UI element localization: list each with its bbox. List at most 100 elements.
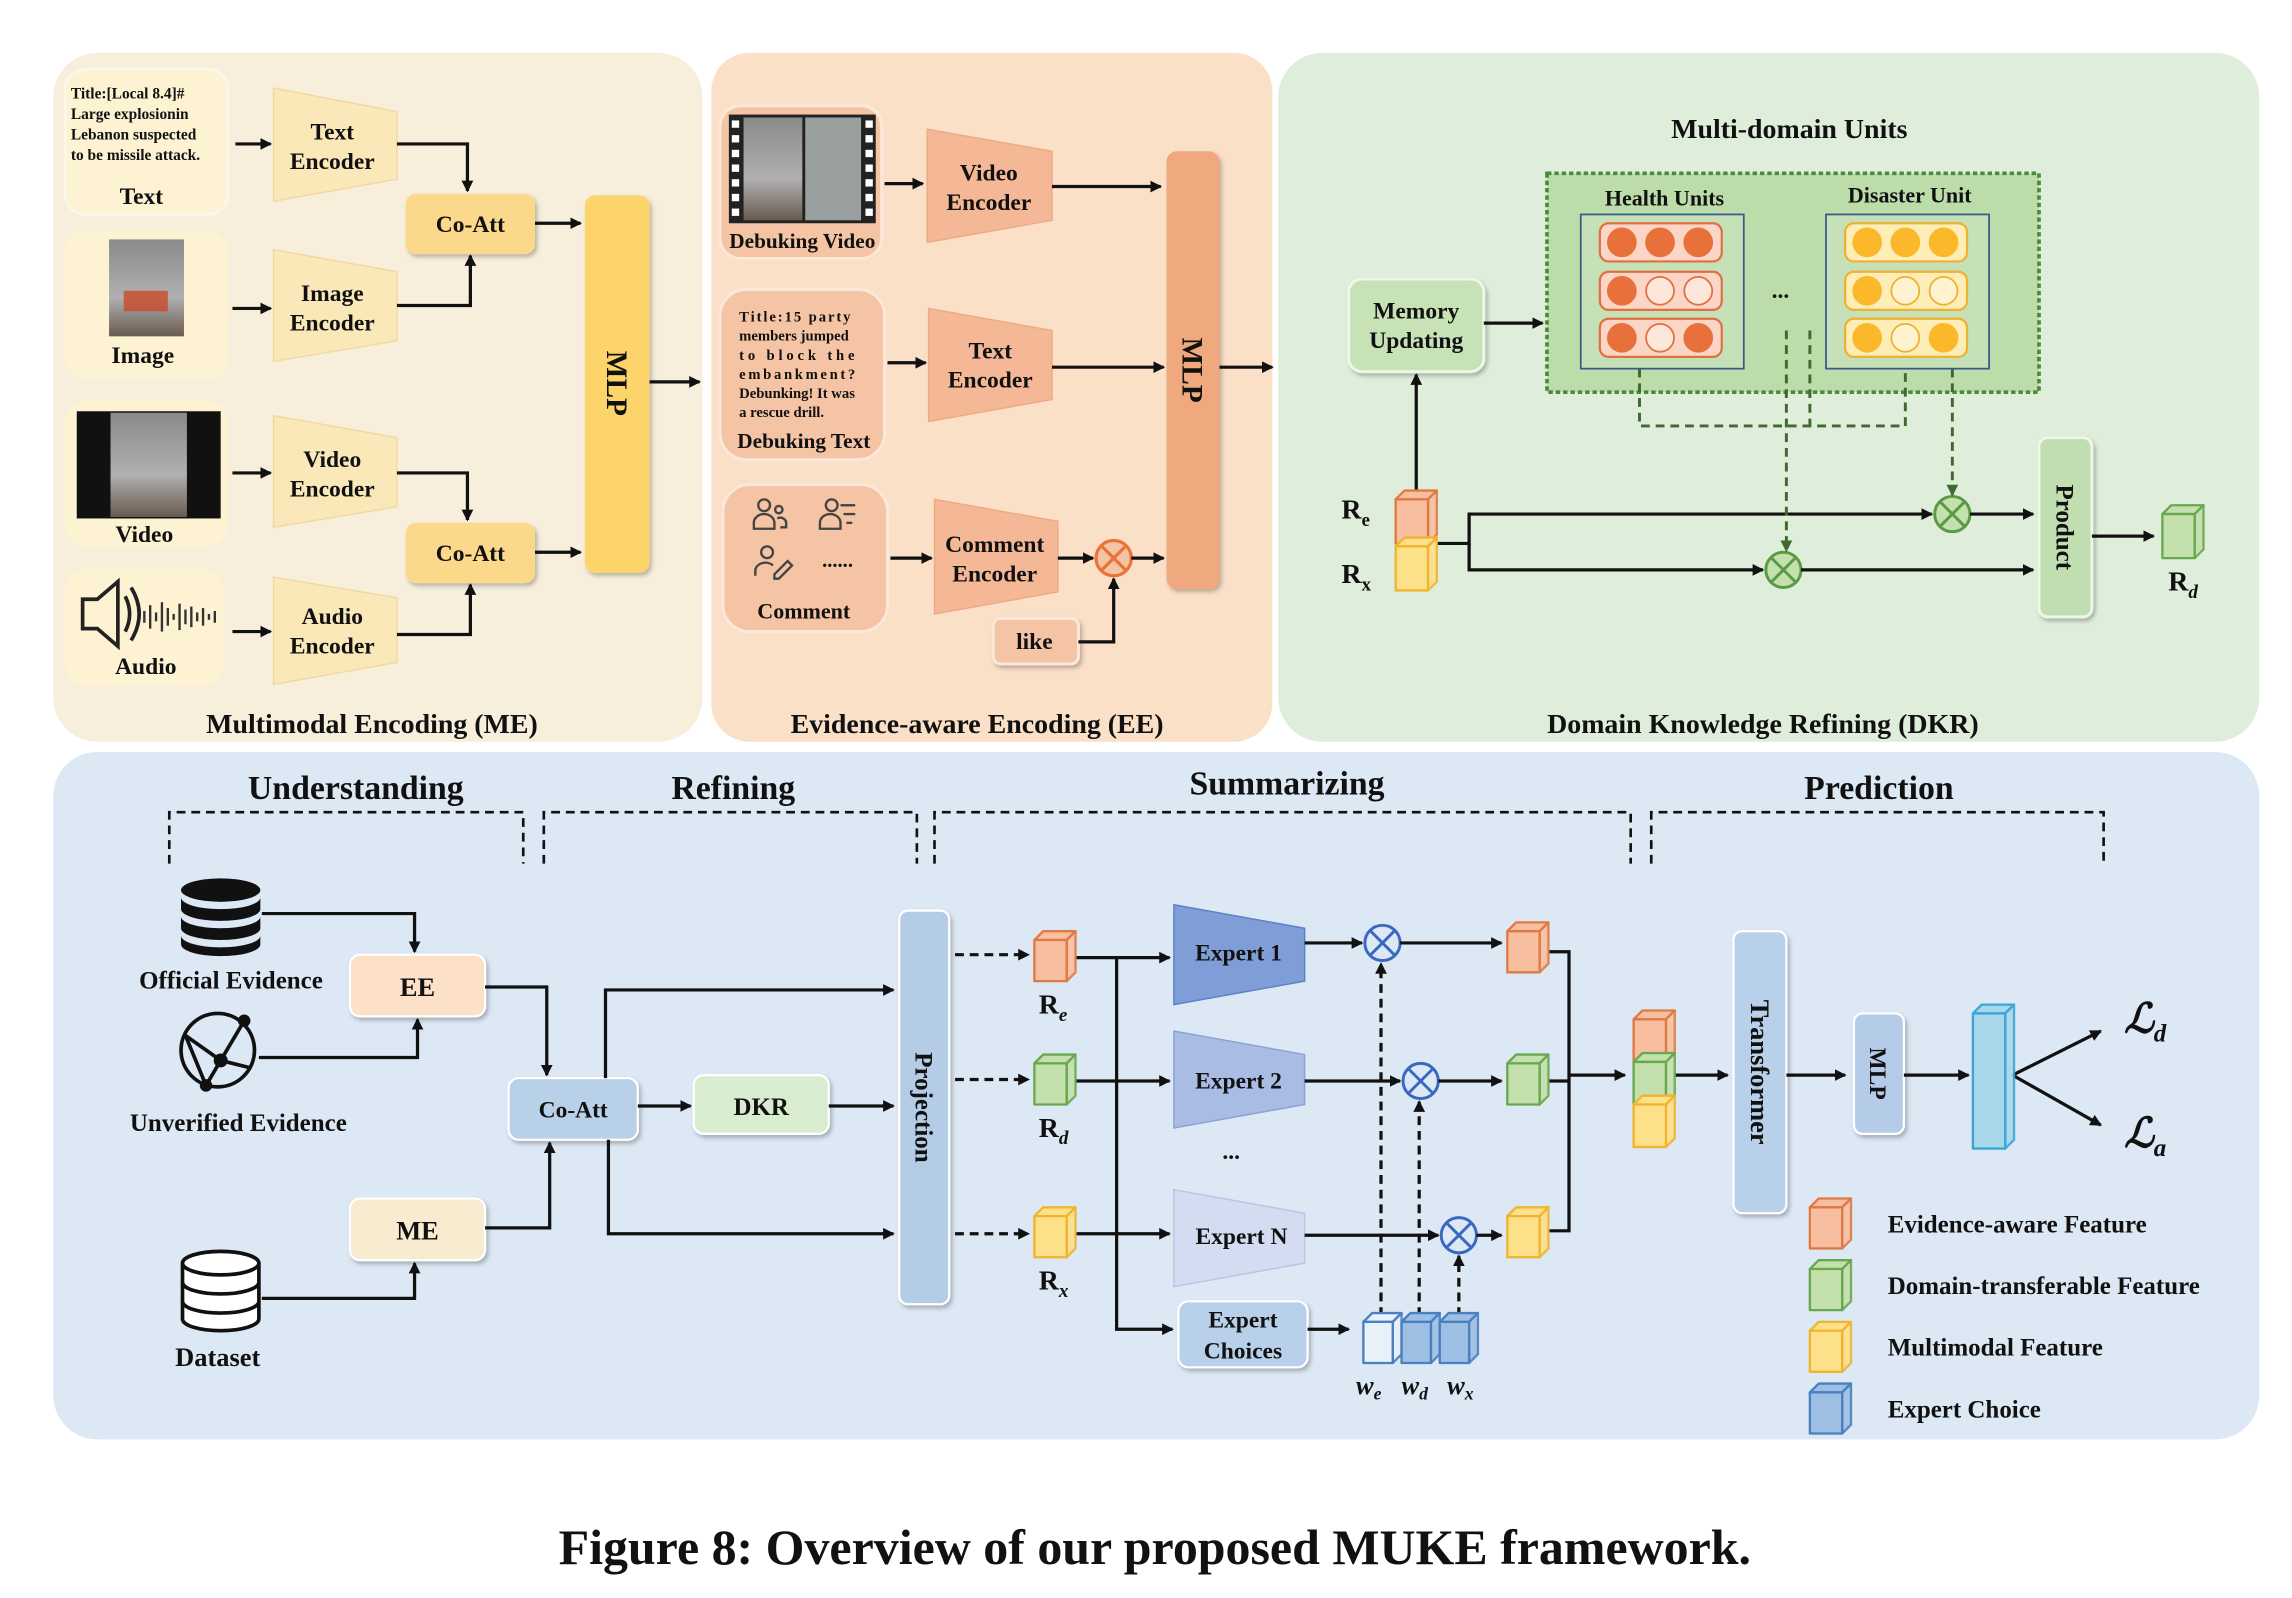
comment-card <box>721 483 889 634</box>
stage-brackets <box>167 810 2105 864</box>
ee-mlp-box <box>1166 151 1220 589</box>
text-encoder <box>272 87 398 203</box>
connector-arrow <box>485 1141 556 1230</box>
legend-cube-expert <box>1808 1382 1853 1435</box>
connector-arrow <box>485 985 553 1077</box>
comment-dots: ...... <box>822 550 853 572</box>
ee-box-label: EE <box>400 972 435 1002</box>
globe-network-icon <box>179 1011 257 1092</box>
comment-encoder-label: Encoder <box>952 562 1037 588</box>
memory-slot <box>1928 227 1959 258</box>
cube-side <box>1841 1197 1853 1250</box>
cube-front <box>1632 1103 1668 1149</box>
video-thumbnail-frame <box>110 412 187 517</box>
bottom-panel <box>53 752 2260 1440</box>
co-att-box-top <box>405 193 535 255</box>
audio-encoder <box>272 576 398 686</box>
expert-2-label: Expert 2 <box>1195 1068 1282 1094</box>
dkr-title: Domain Knowledge Refining (DKR) <box>1547 709 1979 740</box>
memory-updating-label: Memory <box>1373 299 1459 325</box>
re-label: Re <box>1039 989 1068 1025</box>
connector-arrow <box>1078 577 1120 644</box>
prediction-mlp-label: MLP <box>1864 1048 1890 1100</box>
rx-cube <box>1033 1206 1077 1259</box>
memory-slot <box>1852 227 1882 258</box>
product-box <box>2037 436 2094 619</box>
memory-cells <box>1598 222 1969 359</box>
legend-label: Expert Choice <box>1888 1396 2041 1423</box>
debunking-text-card <box>718 287 887 462</box>
cube-side <box>1538 1206 1550 1259</box>
image-card-label: Image <box>112 343 175 369</box>
transformer-label: Transformer <box>1745 1000 1775 1145</box>
comment-encoder-label: Comment <box>945 532 1044 558</box>
connector-arrow <box>603 984 895 1079</box>
me-title: Multimodal Encoding (ME) <box>206 709 538 740</box>
cube-side <box>2004 1003 2016 1150</box>
ee-text-encoder-label: Encoder <box>948 368 1033 394</box>
cube-side <box>1841 1259 1853 1312</box>
video-encoder-label: Video <box>303 447 361 473</box>
user-list-icon <box>818 498 856 530</box>
ee-title: Evidence-aware Encoding (EE) <box>791 709 1164 740</box>
figure-caption: Figure 8: Overview of our proposed MUKE … <box>559 1520 1751 1575</box>
dataset-icon <box>180 1249 261 1333</box>
legend-cube-evidence <box>1808 1197 1853 1250</box>
projection-label: Projection <box>909 1052 936 1163</box>
re-cube <box>1033 930 1077 983</box>
audio-encoder-label: Encoder <box>290 634 375 660</box>
cube-side <box>2193 504 2205 560</box>
ee-video-encoder-label: Encoder <box>946 190 1031 216</box>
text-card-line: Title:[Local 8.4]# <box>71 85 185 102</box>
dkr-panel <box>1278 52 2260 742</box>
cube-front <box>1033 938 1068 983</box>
loss-d: ℒd <box>2124 996 2167 1048</box>
legend-cube-domain <box>1808 1259 1853 1312</box>
memory-slot <box>1890 227 1921 258</box>
rx-cube <box>1394 536 1438 592</box>
debunking-text-line: Debunking! It was <box>739 386 855 402</box>
debunking-text-line: to block the <box>739 348 858 364</box>
transformer-box <box>1732 930 1788 1215</box>
audio-card <box>65 568 224 686</box>
expert-1 <box>1173 903 1306 1006</box>
re-label: Re <box>1341 494 1370 530</box>
product-label: Product <box>2051 485 2078 571</box>
expert-choices-label: Choices <box>1204 1339 1282 1365</box>
stage-refining: Refining <box>671 770 795 807</box>
cube-side <box>1467 1311 1480 1365</box>
expert-output-cube <box>1506 1206 1550 1259</box>
multiply-icon <box>1094 538 1133 578</box>
debunking-text-line: a rescue drill. <box>739 405 824 421</box>
connector-arrow <box>396 254 477 308</box>
co-att-box <box>507 1076 639 1141</box>
co-att-label: Co-Att <box>436 212 505 238</box>
memory-slot <box>1852 275 1882 306</box>
database-icon <box>181 878 261 957</box>
image-thumbnail <box>109 239 184 337</box>
expert-output-cube <box>1506 1053 1550 1106</box>
cube-side <box>1065 1206 1077 1259</box>
cube-side <box>1841 1382 1853 1435</box>
rx-label: Rx <box>1039 1266 1069 1302</box>
waveform-icon <box>143 602 216 632</box>
cube-side <box>1429 1311 1441 1365</box>
me-section: Title:[Local 8.4]# Large explosionin Leb… <box>63 67 650 740</box>
cube-front <box>1033 1214 1068 1259</box>
text-encoder-label: Text <box>311 120 355 146</box>
connector-arrow <box>2011 1029 2103 1077</box>
memory-slot <box>1645 227 1675 258</box>
cube-front <box>1506 1214 1541 1259</box>
connector-arrow <box>2011 1073 2102 1127</box>
fused-cube <box>1632 1094 1676 1149</box>
debunking-text-line: members jumped <box>739 329 849 345</box>
memory-slot <box>1683 275 1714 306</box>
video-encoder-label: Encoder <box>290 476 375 502</box>
text-card-label: Text <box>120 184 164 210</box>
connector-arrow <box>1467 543 1765 576</box>
health-units-label: Health Units <box>1605 186 1725 211</box>
me-mlp-box <box>584 195 650 573</box>
rd-label: Rd <box>1039 1113 1069 1149</box>
expert-2 <box>1173 1030 1306 1129</box>
